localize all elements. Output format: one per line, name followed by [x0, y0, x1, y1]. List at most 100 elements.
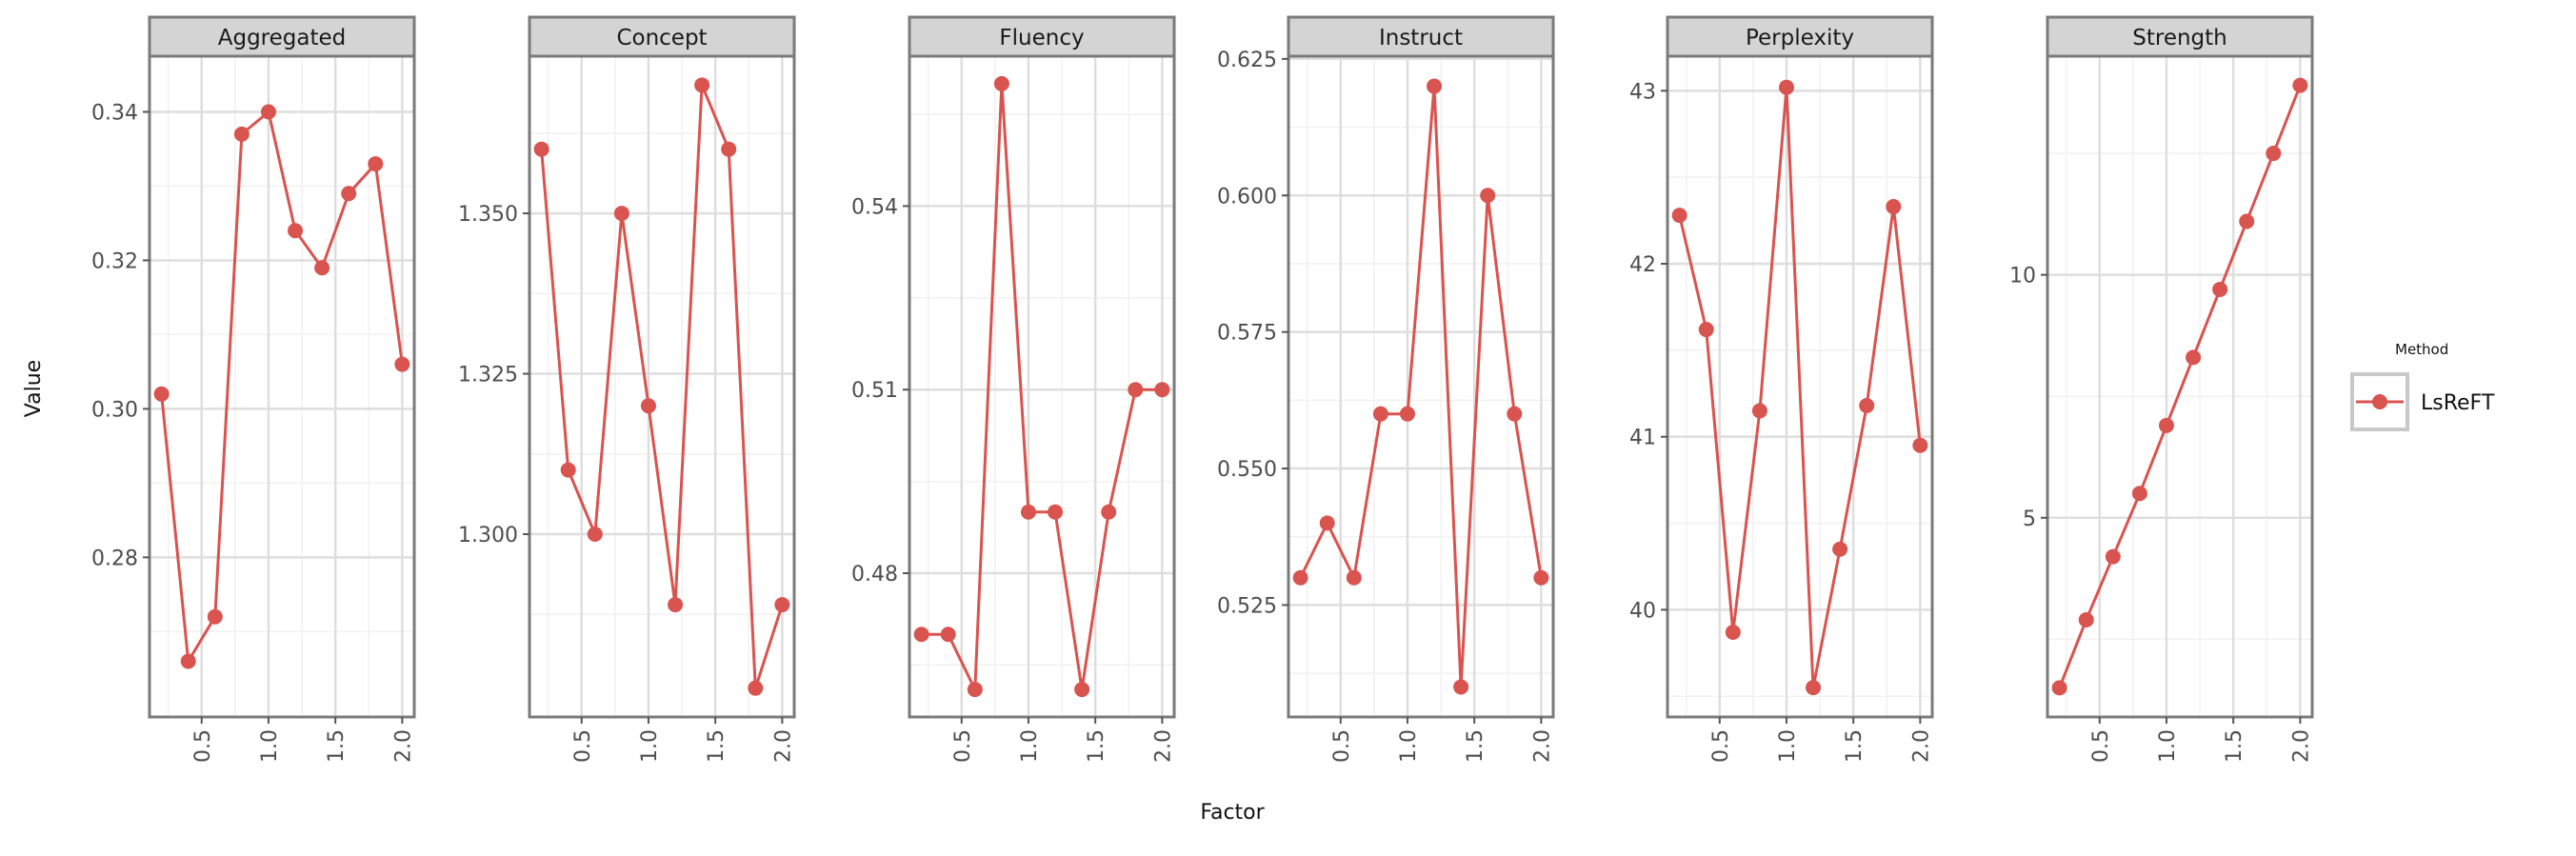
data-point: [1751, 403, 1767, 419]
data-point: [1128, 382, 1144, 398]
x-tick-label: 1.5: [325, 729, 349, 763]
x-tick-label: 1.0: [1776, 729, 1800, 763]
data-point: [2239, 213, 2255, 229]
x-tick-label: 0.5: [571, 729, 595, 763]
data-point: [1154, 382, 1170, 398]
y-tick-label: 43: [1629, 80, 1656, 104]
data-point: [233, 126, 250, 142]
y-tick-label: 0.54: [851, 195, 898, 219]
data-point: [1778, 79, 1794, 95]
data-point: [1698, 322, 1714, 338]
data-point: [1048, 504, 1064, 520]
data-point: [1020, 504, 1036, 520]
facet-title: Aggregated: [218, 26, 347, 50]
data-point: [341, 186, 357, 202]
data-point: [967, 682, 983, 698]
x-tick-label: 1.5: [1085, 729, 1108, 763]
y-tick-label: 1.350: [458, 203, 518, 227]
facet-strength: Strength 5 10 0.5 1.0 1.5 2.0: [2009, 15, 2314, 763]
x-tick-label: 1.0: [1018, 729, 1042, 763]
data-point: [2186, 349, 2202, 366]
legend-entry-lsreft: LsReFT: [2421, 391, 2495, 415]
series-line-lsreft: [1299, 85, 1543, 688]
data-point: [1725, 624, 1741, 640]
facet-perplexity: Perplexity 40 41 42 43 0.5 1.0 1.5 2.0: [1629, 15, 1934, 763]
data-point: [288, 223, 304, 239]
y-tick-label: 0.550: [1217, 458, 1277, 482]
data-point: [1101, 504, 1117, 520]
facet-title: Strength: [2132, 26, 2227, 50]
data-point: [1372, 406, 1388, 422]
data-point: [1832, 541, 1848, 557]
y-tick-label: 0.48: [851, 563, 898, 587]
y-tick-label: 0.625: [1217, 49, 1277, 72]
series-line-lsreft: [921, 82, 1163, 691]
data-point: [774, 597, 790, 613]
panel-border: [148, 54, 416, 719]
x-tick-label: 2.0: [391, 729, 415, 763]
y-tick-label: 0.30: [91, 398, 138, 422]
y-tick-label: 0.34: [91, 101, 138, 125]
data-point: [668, 597, 684, 613]
x-tick-label: 1.5: [2223, 729, 2247, 763]
data-point: [1074, 682, 1090, 698]
data-point: [207, 608, 223, 625]
data-point: [314, 260, 330, 276]
y-tick-label: 0.575: [1217, 322, 1277, 346]
x-tick-label: 1.0: [1397, 729, 1421, 763]
y-tick-label: 42: [1629, 253, 1656, 277]
legend: Method LsReFT: [2350, 341, 2495, 431]
y-tick-label: 0.28: [91, 547, 138, 570]
x-tick-label: 0.5: [1709, 729, 1733, 763]
facet-strip: [528, 15, 796, 58]
facet-title: Fluency: [999, 26, 1084, 50]
facet-concept: Concept 1.300 1.325 1.350 0.5 1.0 1.5 2.0: [458, 15, 796, 763]
data-point: [1346, 569, 1362, 586]
data-point: [2078, 611, 2094, 627]
x-tick-label: 2.0: [2289, 729, 2313, 763]
facet-instruct: Instruct 0.525 0.550 0.575 0.600 0.625 0.5 1.0 1…: [1217, 15, 1555, 763]
data-point: [1886, 199, 1902, 215]
facet-strip: [1287, 15, 1555, 58]
data-point: [2266, 146, 2282, 162]
series-line-lsreft: [1678, 86, 1922, 689]
data-point: [1806, 680, 1822, 696]
x-tick-label: 1.0: [638, 729, 662, 763]
y-tick-label: 41: [1629, 427, 1656, 450]
data-point: [640, 398, 656, 414]
facet-strip: [908, 15, 1176, 58]
data-point: [153, 386, 170, 402]
series-line-lsreft: [160, 110, 404, 663]
data-point: [1319, 515, 1335, 531]
x-tick-label: 0.5: [191, 729, 215, 763]
data-point: [748, 680, 764, 696]
facet-title: Instruct: [1379, 26, 1463, 50]
data-point: [1453, 679, 1469, 695]
data-point: [587, 526, 603, 542]
x-tick-label: 2.0: [1909, 729, 1933, 763]
legend-point: [2372, 394, 2387, 409]
series-line-lsreft: [2058, 85, 2302, 688]
data-point: [368, 156, 384, 172]
data-point: [2105, 548, 2121, 565]
y-tick-label: 1.300: [458, 524, 518, 547]
x-tick-label: 1.0: [258, 729, 282, 763]
data-point: [2292, 77, 2308, 93]
data-point: [180, 653, 196, 669]
facet-strip: [2046, 15, 2314, 58]
x-tick-label: 2.0: [1151, 729, 1175, 763]
data-point: [260, 104, 276, 120]
y-tick-label: 5: [2023, 508, 2036, 531]
data-point: [721, 141, 737, 157]
data-point: [533, 141, 549, 157]
data-point: [1399, 406, 1415, 422]
y-tick-label: 0.525: [1217, 594, 1277, 618]
x-tick-label: 1.5: [1464, 729, 1488, 763]
x-tick-label: 2.0: [771, 729, 795, 763]
y-axis-label: Value: [22, 360, 46, 417]
y-tick-label: 10: [2009, 265, 2036, 289]
x-tick-label: 1.0: [2156, 729, 2180, 763]
y-tick-label: 40: [1629, 599, 1656, 623]
x-axis-label: Factor: [1200, 801, 1265, 825]
